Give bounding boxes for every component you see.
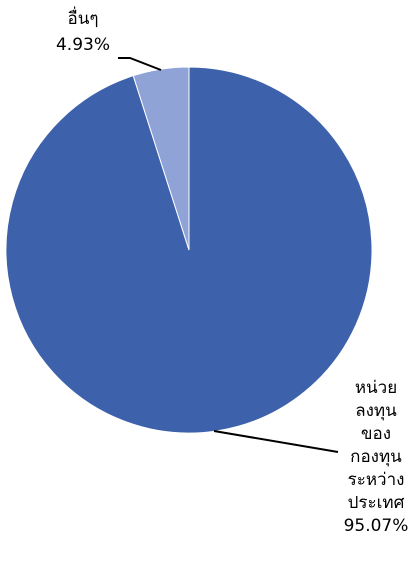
slice-0-label-line-4: ระหว่าง: [348, 470, 405, 490]
leader-lines-layer: [118, 57, 339, 453]
slices-layer: [5, 66, 373, 434]
slice-0-label-line-2: ของ: [361, 424, 391, 444]
slice-0-leader-line: [213, 430, 339, 453]
slice-1-label-line-0: อื่นๆ: [68, 6, 99, 29]
slice-0-label-line-1: ลงทุน: [355, 401, 397, 421]
slice-0-label-line-0: หน่วย: [355, 378, 397, 398]
slice-0-label-line-3: กองทุน: [350, 447, 402, 467]
slice-0-label-line-5: ประเทศ: [348, 493, 405, 513]
slice-0-percent-label: 95.07%: [344, 516, 409, 536]
slice-1-leader-line: [118, 57, 162, 71]
slice-1-percent-label: 4.93%: [56, 35, 110, 55]
